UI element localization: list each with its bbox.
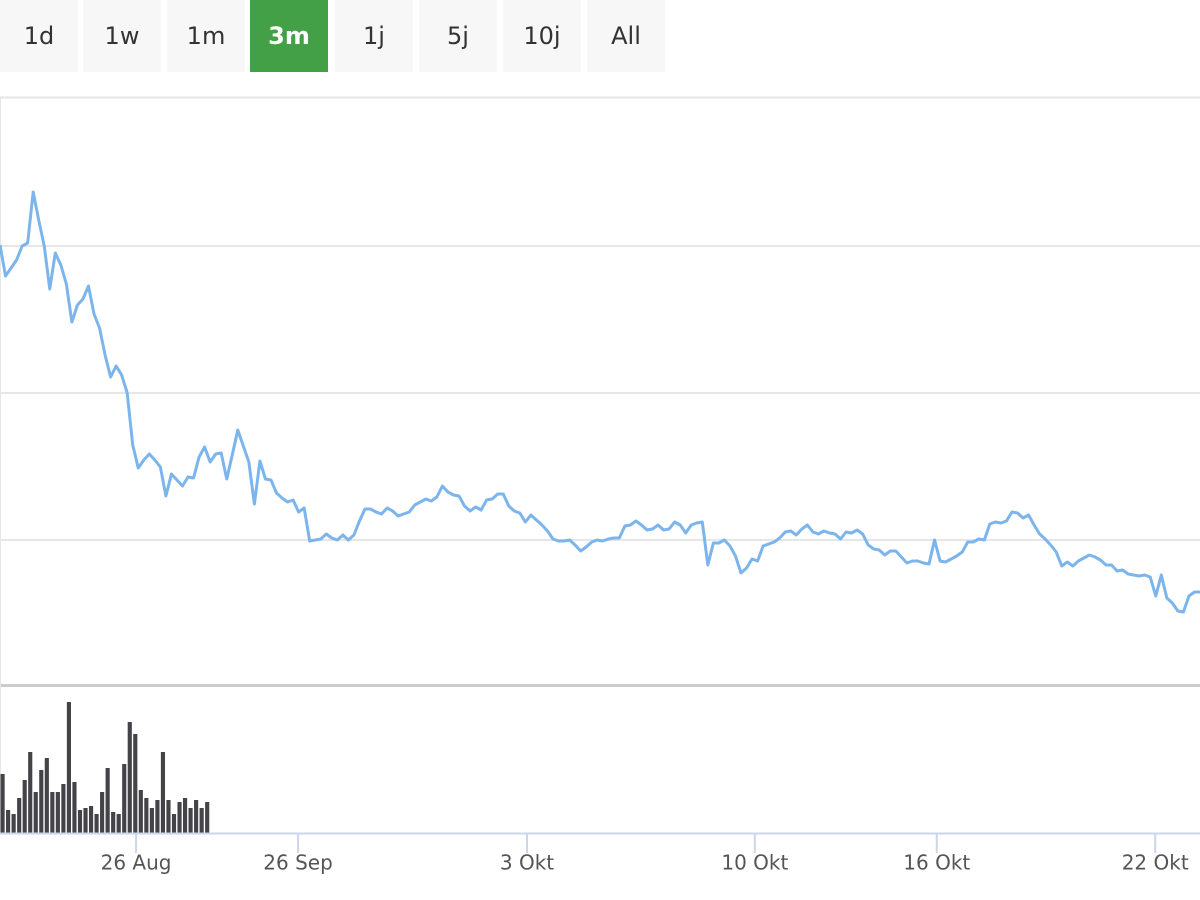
- range-button[interactable]: 10j: [503, 0, 581, 72]
- volume-bar: [177, 802, 182, 833]
- volume-bar: [199, 808, 204, 833]
- volume-bar: [205, 802, 210, 833]
- volume-bar: [133, 734, 138, 833]
- x-tick-label: 26 Aug: [101, 851, 172, 875]
- volume-bar: [39, 770, 44, 833]
- range-button[interactable]: 3m: [250, 0, 328, 72]
- range-button[interactable]: 1d: [0, 0, 78, 72]
- range-button[interactable]: 1j: [335, 0, 413, 72]
- volume-bar: [50, 792, 55, 833]
- volume-bar: [116, 814, 121, 833]
- x-tick-label: 22 Okt: [1122, 851, 1189, 875]
- volume-bar: [100, 792, 105, 833]
- range-button[interactable]: 1w: [83, 0, 161, 72]
- volume-bar: [188, 808, 193, 833]
- x-tick-label: 26 Sep: [263, 851, 333, 875]
- volume-bar: [171, 814, 177, 833]
- volume-bar: [160, 752, 166, 833]
- volume-bar: [149, 808, 154, 833]
- volume-bar: [194, 800, 199, 833]
- volume-bar: [122, 764, 127, 833]
- volume-bar: [111, 812, 116, 833]
- range-button[interactable]: All: [587, 0, 665, 72]
- range-selector: 1d 1w 1m 3m 1j 5j 10j All: [0, 0, 1200, 72]
- volume-bar: [77, 810, 83, 833]
- range-button[interactable]: 5j: [419, 0, 497, 72]
- volume-bar: [83, 808, 88, 833]
- x-tick-label: 3 Okt: [500, 851, 554, 875]
- volume-bar: [28, 752, 33, 833]
- volume-bar: [11, 814, 16, 833]
- volume-bar: [17, 798, 22, 833]
- volume-bar: [0, 774, 5, 833]
- volume-bar: [155, 800, 160, 833]
- volume-bar: [22, 780, 27, 833]
- price-line: [0, 190, 1200, 614]
- volume-bar: [6, 810, 11, 833]
- volume-bar: [94, 814, 99, 833]
- volume-bar: [144, 798, 149, 833]
- volume-bar: [66, 702, 72, 833]
- volume-bar: [33, 792, 38, 833]
- volume-bar: [55, 792, 60, 833]
- volume-bar: [44, 758, 49, 833]
- volume-bar: [105, 768, 110, 833]
- volume-bar: [127, 722, 132, 833]
- range-button[interactable]: 1m: [167, 0, 245, 72]
- volume-bar: [88, 806, 94, 833]
- x-tick-label: 10 Okt: [721, 851, 788, 875]
- volume-bar: [61, 784, 66, 833]
- x-tick-label: 16 Okt: [903, 851, 970, 875]
- volume-bar: [72, 782, 77, 833]
- volume-bar: [138, 790, 143, 833]
- volume-bar: [182, 798, 188, 833]
- volume-bar: [166, 800, 171, 833]
